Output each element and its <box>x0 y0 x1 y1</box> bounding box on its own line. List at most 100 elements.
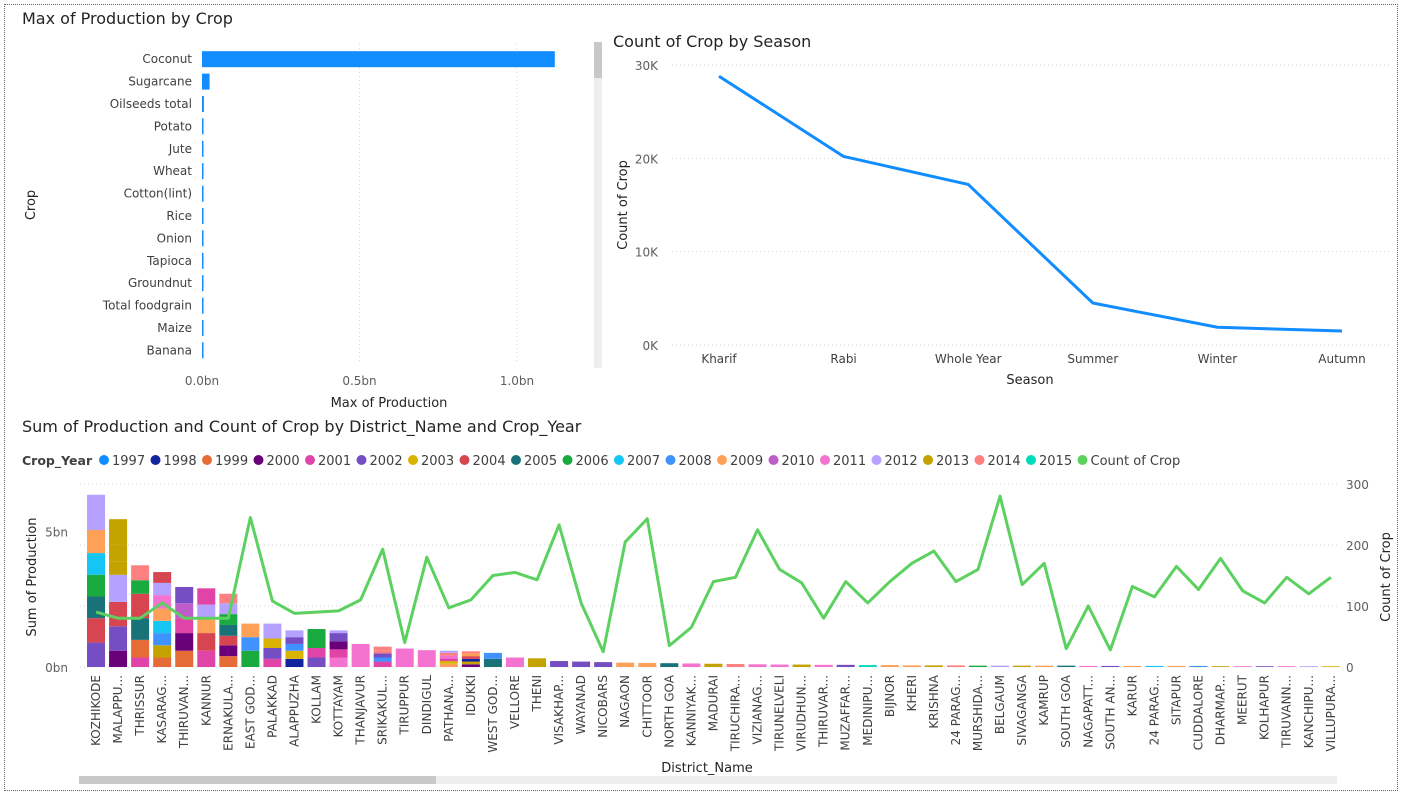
chart3-scrollbar-thumb[interactable] <box>79 776 436 784</box>
chart3-right-y-ticks: 0 100 200 300 <box>1346 478 1369 675</box>
chart3-bar-segment <box>285 637 304 644</box>
chart3-legend-label: Count of Crop <box>1091 454 1181 469</box>
chart3-x-tick-label: THIRUVAR... <box>817 675 831 748</box>
chart3-x-tick-label: MEDINIPU... <box>861 675 875 746</box>
chart3-bar-segment <box>528 658 547 667</box>
chart1-category-label: Maize <box>157 321 192 335</box>
report-canvas <box>4 4 1398 791</box>
chart3-bar-segment <box>241 650 260 667</box>
chart3-bar-segment <box>109 519 128 545</box>
chart3-bar-segment <box>594 662 613 667</box>
chart3-bar-segment <box>1255 666 1274 667</box>
chart3-x-tick-label: THANJAVUR <box>354 675 368 746</box>
chart1-y-axis-title: Crop <box>24 190 39 220</box>
chart2-title: Count of Crop by Season <box>613 32 811 51</box>
chart3-left-y-tick-label: 5bn <box>45 525 68 539</box>
chart3-bar-segment <box>329 633 348 642</box>
chart3-bar-segment <box>439 661 458 664</box>
chart3-bar-segment <box>373 650 392 654</box>
chart3-bar-segment <box>572 661 591 667</box>
chart3-legend-label: 2010 <box>782 454 815 469</box>
chart3-bar-segment <box>1145 665 1164 667</box>
chart3-legend-swatch <box>150 455 161 465</box>
chart3-bar-segment <box>1233 666 1252 667</box>
chart3-x-tick-label: NAGAPATT... <box>1081 675 1095 748</box>
chart3-legend-label: 2003 <box>421 454 454 469</box>
chart3-bar-segment <box>175 586 194 604</box>
chart3-bar-segment <box>1299 666 1318 667</box>
chart3-x-tick-label: KOTTAYAM <box>332 675 346 737</box>
chart3-bar-segment <box>1057 665 1076 667</box>
chart3-x-tick-label: TIRUCHIRA... <box>728 675 742 752</box>
chart1-bar <box>202 342 204 359</box>
chart3-bar-segment <box>263 648 282 659</box>
chart3-x-tick-label: DINDIGUL <box>420 675 434 735</box>
chart3-bar-segment <box>87 494 106 512</box>
chart3-bar-segment <box>395 648 414 667</box>
chart3-x-tick-label: MUZAFFAR... <box>839 675 853 751</box>
chart3-legend-swatch <box>99 455 109 465</box>
chart1-x-tick-label: 0.5bn <box>342 374 376 388</box>
chart3-bar-segment <box>219 635 238 646</box>
chart1-x-axis-title: Max of Production <box>331 396 448 411</box>
chart3-x-tick-label: SOUTH GOA <box>1059 674 1073 748</box>
chart3-legend-label: 2007 <box>627 454 660 469</box>
chart3-x-tick-label: SIVAGANGA <box>1015 674 1029 745</box>
chart1-scrollbar-thumb[interactable] <box>594 42 602 78</box>
chart3-legend-label: 2014 <box>988 454 1021 469</box>
chart3-legend-label: 2001 <box>318 454 351 469</box>
chart3-bar-segment <box>858 665 877 667</box>
chart2-line-series <box>718 74 1343 333</box>
chart3-x-tick-label: TIRUPPUR <box>398 675 412 736</box>
chart3-bar-segment <box>153 633 172 646</box>
chart3-x-tick-label: SITAPUR <box>1169 675 1183 725</box>
chart3-bar-segment <box>439 655 458 659</box>
chart3-bar-segment <box>307 638 326 649</box>
chart3-x-tick-label: 24 PARAG... <box>1147 675 1161 745</box>
chart3-legend-swatch <box>202 455 212 465</box>
chart3-x-tick-label: WEST GOD... <box>486 675 500 753</box>
chart2-x-tick-label: Rabi <box>830 352 856 366</box>
chart3-bar-segment <box>263 658 282 667</box>
chart1-bar <box>202 297 204 314</box>
chart3-bar-segment <box>285 643 304 651</box>
chart3-scrollbar-track[interactable] <box>79 776 1337 784</box>
chart3-legend-label: 2015 <box>1039 454 1072 469</box>
chart3-bar-segment <box>991 665 1010 667</box>
chart3-bar-segment <box>1101 665 1120 667</box>
chart3-legend-swatch <box>459 455 470 465</box>
chart3-x-tick-label: MEERUT <box>1236 674 1250 725</box>
chart3-bar-segment <box>1277 666 1296 667</box>
chart3-legend-swatch <box>1077 455 1088 465</box>
chart3-bar-segment <box>197 650 216 667</box>
chart1-scrollbar-track[interactable] <box>594 42 602 368</box>
chart1-bar <box>202 252 204 269</box>
chart1-category-label: Potato <box>154 119 192 133</box>
chart2-x-tick-label: Whole Year <box>935 352 1002 366</box>
chart1-category-label: Oilseeds total <box>110 97 192 111</box>
chart3-x-axis-title: District_Name <box>661 761 753 776</box>
chart3-x-tick-label: MALAPPU... <box>111 675 125 743</box>
chart2-y-tick-label: 10K <box>635 246 659 260</box>
chart1-category-label: Cotton(lint) <box>124 187 192 201</box>
chart2-x-tick-label: Summer <box>1067 352 1118 366</box>
chart1-category-label: Jute <box>168 142 192 156</box>
chart3-legend: Crop_Year 1997 1998 1999 2000 2001 2002 2003 200… <box>22 453 1180 469</box>
chart3-legend-title: Crop_Year <box>22 453 93 469</box>
chart3-bar-segment <box>153 657 172 667</box>
chart3-bar-segment <box>638 662 657 667</box>
chart3-bar-segment <box>197 633 216 651</box>
chart3-bar-segment <box>131 593 150 619</box>
chart3-bar-segment <box>87 553 106 575</box>
chart3-legend-label: 1999 <box>215 454 248 469</box>
chart3-bar-segment <box>1321 666 1340 667</box>
chart1-bar <box>202 51 555 68</box>
chart3-bar-segment <box>351 643 370 667</box>
chart3-bar-segment <box>263 629 282 639</box>
chart3-x-tick-label: IDUKKI <box>464 675 478 716</box>
chart1-x-ticks: 0.0bn 0.5bn 1.0bn <box>185 374 534 388</box>
chart3-bar-segment <box>329 657 348 667</box>
chart3-bar-segment <box>1123 665 1142 667</box>
chart1-gridlines <box>359 44 518 362</box>
chart3-bar-segment <box>285 630 304 638</box>
